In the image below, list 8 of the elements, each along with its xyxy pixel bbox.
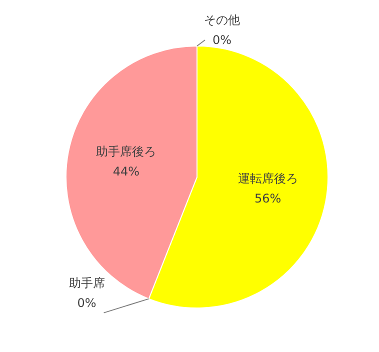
text: 0% <box>212 33 232 47</box>
text: 0% <box>77 296 96 310</box>
data-label: 56% <box>254 192 282 206</box>
data-label: 44% <box>112 164 140 178</box>
slice-label: 運転席後ろ <box>238 172 298 186</box>
slice-label: 助手席後ろ <box>96 144 156 158</box>
category-label: その他 <box>204 13 240 27</box>
category-label: 助手席 <box>68 276 105 290</box>
